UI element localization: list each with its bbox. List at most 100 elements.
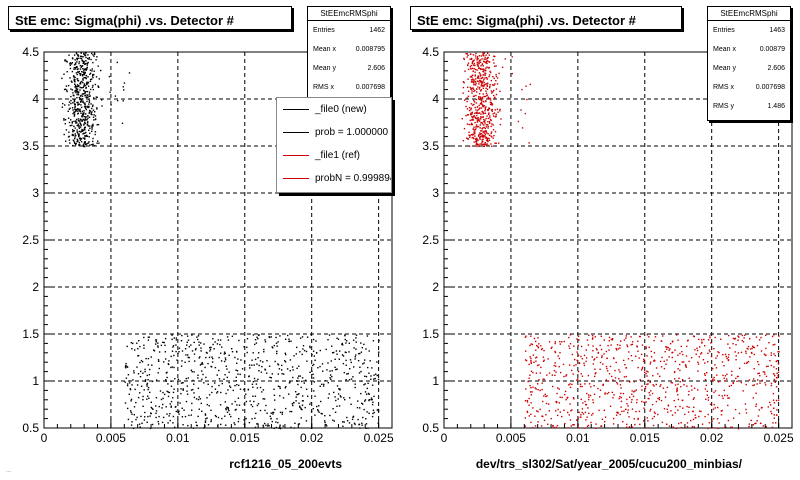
data-point	[76, 86, 78, 88]
data-point	[491, 84, 494, 86]
data-point	[80, 141, 83, 143]
data-point	[474, 112, 476, 114]
data-point	[125, 362, 127, 365]
data-point	[483, 105, 486, 107]
data-point	[680, 422, 682, 424]
data-point	[616, 344, 619, 346]
data-point	[678, 377, 680, 379]
data-point	[78, 126, 80, 128]
data-point	[91, 105, 94, 108]
data-point	[343, 371, 345, 374]
data-point	[264, 409, 266, 412]
data-point	[485, 130, 487, 132]
data-point	[484, 119, 486, 121]
data-point	[225, 424, 227, 426]
data-point	[530, 394, 532, 396]
data-point	[301, 353, 303, 356]
data-point	[78, 72, 81, 75]
data-point	[193, 396, 196, 399]
data-point	[468, 123, 470, 126]
data-point	[76, 121, 78, 124]
data-point	[80, 124, 82, 127]
data-point	[81, 71, 83, 73]
data-point	[349, 359, 352, 361]
data-point	[535, 340, 537, 343]
data-point	[653, 385, 655, 387]
x-tick-label: 0.015	[230, 431, 260, 445]
data-point	[463, 82, 465, 84]
data-point	[359, 352, 361, 355]
data-point	[530, 421, 532, 424]
data-point	[477, 86, 479, 88]
data-point	[87, 125, 90, 127]
data-point	[190, 369, 193, 371]
data-point	[252, 395, 254, 397]
data-point	[174, 378, 176, 380]
data-point	[473, 114, 475, 117]
data-point	[314, 359, 316, 361]
data-point	[89, 73, 91, 75]
data-point	[92, 74, 94, 76]
data-point	[626, 345, 629, 348]
data-point	[79, 86, 81, 89]
data-point	[355, 348, 357, 350]
data-point	[84, 104, 86, 106]
data-point	[641, 389, 643, 391]
data-point	[758, 372, 760, 374]
data-point	[492, 113, 494, 115]
data-point	[299, 406, 301, 408]
data-point	[370, 397, 373, 399]
data-point	[479, 59, 482, 61]
data-point	[79, 68, 82, 70]
data-point	[724, 380, 726, 382]
data-point	[465, 53, 467, 55]
data-point	[328, 334, 331, 336]
data-point	[485, 126, 488, 128]
data-point	[80, 130, 82, 132]
data-point	[75, 110, 77, 112]
data-point	[295, 391, 297, 393]
data-point	[318, 411, 320, 413]
data-point	[147, 395, 149, 397]
data-point	[81, 129, 83, 132]
data-point	[490, 103, 492, 106]
data-point	[68, 135, 70, 138]
data-point	[698, 338, 700, 341]
data-point	[470, 68, 472, 70]
data-point	[74, 83, 76, 85]
data-point	[591, 338, 594, 340]
data-point	[343, 397, 345, 399]
data-point	[720, 338, 722, 340]
data-point	[561, 341, 563, 343]
data-point	[246, 346, 248, 348]
data-point	[296, 346, 298, 349]
data-point	[88, 125, 91, 127]
data-point	[87, 76, 89, 78]
data-point	[218, 378, 221, 380]
data-point	[660, 366, 663, 368]
data-point	[488, 112, 490, 114]
data-point	[575, 364, 577, 366]
data-point	[613, 417, 615, 420]
data-point	[142, 399, 144, 401]
data-point	[641, 385, 643, 387]
data-point	[208, 405, 210, 407]
data-point	[644, 371, 646, 374]
data-point	[297, 423, 300, 425]
data-point	[653, 360, 655, 362]
data-point	[621, 410, 623, 413]
data-point	[686, 345, 688, 348]
data-point	[227, 408, 230, 410]
data-point	[86, 106, 89, 108]
data-point	[364, 400, 366, 402]
data-point	[83, 143, 85, 145]
data-point	[75, 86, 77, 88]
data-point	[302, 345, 305, 347]
data-point	[276, 345, 278, 347]
data-point	[713, 403, 715, 406]
data-point	[367, 382, 369, 384]
data-point	[85, 96, 87, 99]
data-point	[486, 77, 488, 79]
data-point	[97, 65, 99, 67]
data-point	[71, 124, 73, 127]
